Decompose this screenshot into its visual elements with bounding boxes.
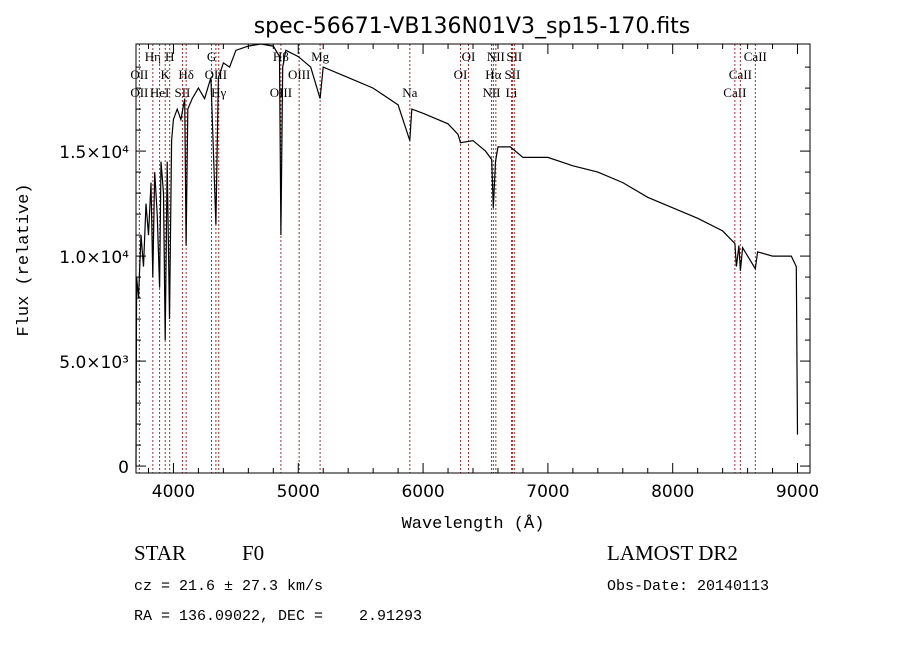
line-marker-label: SII xyxy=(506,49,522,64)
line-marker-label: SII xyxy=(504,67,520,82)
line-marker-label: NII xyxy=(487,49,505,64)
y-tick-label: 5.0×10³ xyxy=(59,353,129,373)
x-tick-label: 6000 xyxy=(401,482,444,502)
x-axis-label: Wavelength (Å) xyxy=(402,515,545,534)
series-layer xyxy=(135,43,799,467)
obs-date-text: Obs-Date: 20140113 xyxy=(607,578,769,595)
axes: 4000 5000 6000 7000 8000 9000 0 5.0×10³ 1.0×10⁴ 1… xyxy=(59,44,819,502)
line-marker-label: OIII xyxy=(205,67,227,82)
class-label: STAR xyxy=(134,541,186,565)
line-marker-label: OIII xyxy=(270,85,292,100)
x-tick-label: 8000 xyxy=(651,482,694,502)
line-marker-label: CaII xyxy=(729,67,752,82)
survey-label: LAMOST DR2 xyxy=(607,541,738,565)
line-marker-label: Mg xyxy=(311,49,330,64)
line-marker-label: Hγ xyxy=(211,85,226,100)
x-tick-label: 5000 xyxy=(277,482,320,502)
subclass-label: F0 xyxy=(242,541,264,565)
line-marker-label: OII xyxy=(130,67,148,82)
cz-text: cz = 21.6 ± 27.3 km/s xyxy=(134,578,323,595)
line-marker-label: G xyxy=(207,49,216,64)
line-marker-label: OI xyxy=(454,67,468,82)
chart-title: spec-56671-VB136N01V3_sp15-170.fits xyxy=(254,14,691,39)
line-marker-label: SII xyxy=(174,85,190,100)
y-tick-label: 1.0×10⁴ xyxy=(59,248,129,268)
line-marker-label: OII xyxy=(130,85,148,100)
line-marker-label: OI xyxy=(462,49,476,64)
y-axis-label: Flux (relative) xyxy=(15,183,34,336)
plot-frame xyxy=(135,43,811,474)
line-marker-label: K xyxy=(161,67,171,82)
y-tick-label: 0 xyxy=(118,458,129,478)
line-marker-label: CaII xyxy=(723,85,746,100)
line-marker-label: HeI xyxy=(150,85,170,100)
line-marker-label: Hα xyxy=(485,67,501,82)
y-tick-label: 1.5×10⁴ xyxy=(59,143,129,163)
spectrum-line xyxy=(135,43,799,467)
x-tick-label: 4000 xyxy=(152,482,195,502)
line-marker-label: CaII xyxy=(744,49,767,64)
line-marker-label: NII xyxy=(482,85,500,100)
line-marker-label: Na xyxy=(402,85,417,100)
line-marker-label: Li xyxy=(506,85,518,100)
x-tick-label: 9000 xyxy=(776,482,819,502)
line-markers: OIIOIIHηHeIKHSIIHδGOIIIHγHβOIIIOIIIMgNaO… xyxy=(130,44,767,473)
line-marker-label: Hη xyxy=(145,49,161,64)
coords-text: RA = 136.09022, DEC = 2.91293 xyxy=(134,608,422,625)
line-marker-label: Hδ xyxy=(178,67,194,82)
x-tick-label: 7000 xyxy=(526,482,569,502)
line-marker-label: OIII xyxy=(288,67,310,82)
line-marker-label: H xyxy=(165,49,174,64)
